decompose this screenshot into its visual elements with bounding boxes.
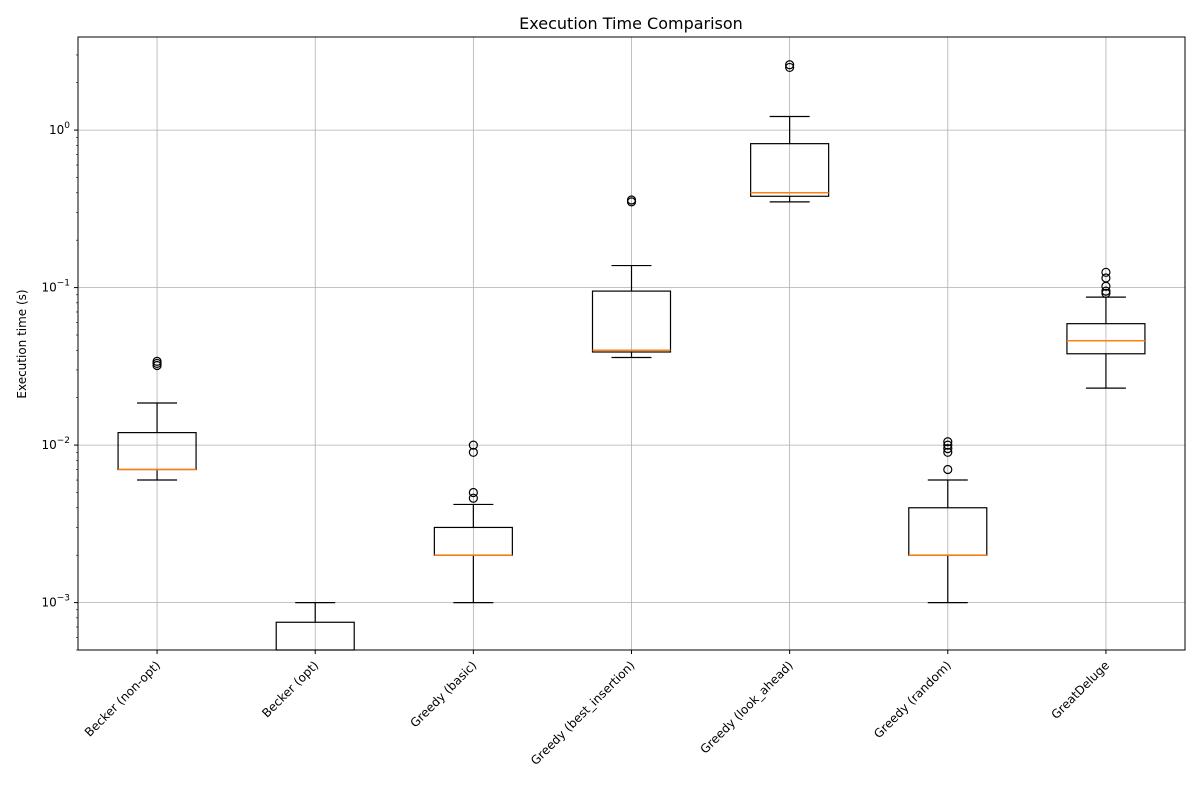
grid-layer xyxy=(78,37,1185,650)
outlier-point xyxy=(943,437,953,447)
ticks-layer: 10−3 10−2 10−1 100 Becker (non-opt) Becker (o… xyxy=(41,54,1112,768)
outlier-point xyxy=(468,447,478,457)
x-tick-label: Becker (opt) xyxy=(259,658,321,720)
outlier-point xyxy=(785,60,795,70)
x-tick-label: Greedy (random) xyxy=(871,658,954,741)
outlier-point xyxy=(468,487,478,498)
y-axis-label: Execution time (s) xyxy=(15,289,29,398)
outlier-point xyxy=(785,62,795,73)
box-group xyxy=(1066,267,1146,389)
box-group xyxy=(908,437,988,604)
outlier-point xyxy=(468,493,478,503)
outlier-point xyxy=(1101,286,1111,296)
chart-title: Execution Time Comparison xyxy=(519,14,743,33)
x-tick-label: Greedy (basic) xyxy=(407,658,479,730)
outlier-point xyxy=(943,440,953,450)
outlier-point xyxy=(626,195,637,205)
x-tick-label: Becker (non-opt) xyxy=(82,658,163,739)
outlier-point xyxy=(1101,273,1111,283)
y-tick-label: 10−3 xyxy=(41,594,70,610)
box-iqr xyxy=(750,143,830,197)
x-tick-label: Greedy (look_ahead) xyxy=(698,658,796,756)
box-iqr xyxy=(591,290,672,353)
box-group xyxy=(433,440,513,604)
outlier-point xyxy=(468,440,478,450)
outlier-point xyxy=(943,464,953,475)
box-group xyxy=(750,60,830,203)
y-tick-label: 10−2 xyxy=(41,436,70,452)
box-iqr xyxy=(1066,323,1146,355)
y-tick-label: 10−1 xyxy=(41,279,70,295)
plot-frame xyxy=(77,36,1186,651)
box-group xyxy=(591,195,672,359)
outlier-point xyxy=(943,447,953,457)
outlier-point xyxy=(152,356,162,366)
outlier-point xyxy=(1101,267,1111,277)
x-tick-label: GreatDeluge xyxy=(1048,658,1112,722)
x-tick-label: Greedy (best_insertion) xyxy=(528,658,638,768)
y-tick-label: 100 xyxy=(49,121,70,137)
outlier-point xyxy=(943,443,953,454)
box-group xyxy=(117,356,197,481)
